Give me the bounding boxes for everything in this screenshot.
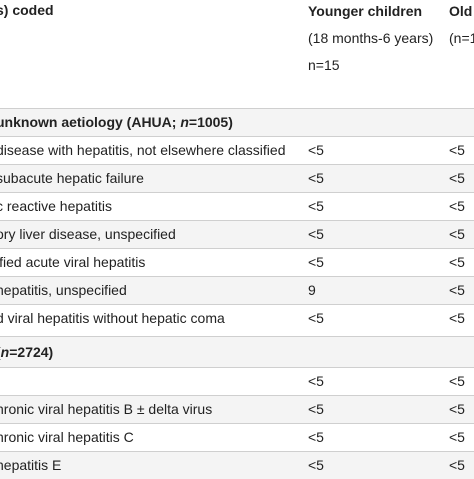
row-value-younger: <5 xyxy=(308,457,324,473)
section-row-second: (n=2724) xyxy=(0,337,474,367)
row-divider xyxy=(0,304,474,305)
row-value-older: <5 xyxy=(449,170,465,186)
row-label: hronic viral hepatitis B ± delta virus xyxy=(0,401,213,417)
row-divider xyxy=(0,164,474,165)
row-value-younger: <5 xyxy=(308,142,324,158)
row-divider xyxy=(0,276,474,277)
row-value-younger: <5 xyxy=(308,401,324,417)
row-value-younger: <5 xyxy=(308,254,324,270)
table-row: hronic viral hepatitis C <5 <5 xyxy=(0,424,474,451)
table-row: hepatitis E <5 <5 xyxy=(0,452,474,479)
row-value-older: <5 xyxy=(449,429,465,445)
row-divider xyxy=(0,220,474,221)
table-row: disease with hepatitis, not elsewhere cl… xyxy=(0,137,474,164)
row-value-younger: <5 xyxy=(308,373,324,389)
row-value-older: <5 xyxy=(449,226,465,242)
row-value-younger: <5 xyxy=(308,310,324,326)
row-divider xyxy=(0,192,474,193)
table-row: hronic viral hepatitis B ± delta virus <… xyxy=(0,396,474,423)
row-value-older: <5 xyxy=(449,254,465,270)
row-value-older: <5 xyxy=(449,282,465,298)
header-younger-children-age: (18 months-6 years) xyxy=(308,30,434,46)
header-older-children-column: Old (n=1 xyxy=(449,2,474,56)
row-divider xyxy=(0,423,474,424)
row-label: d viral hepatitis without hepatic coma xyxy=(0,310,225,326)
row-value-younger: 9 xyxy=(308,282,316,298)
section-label-second: (n=2724) xyxy=(0,344,54,360)
row-label: ified acute viral hepatitis xyxy=(0,254,146,270)
header-younger-children-n: n=15 xyxy=(308,57,340,73)
header-older-children-age: (n=1 xyxy=(449,30,474,46)
row-label: hepatitis, unspecified xyxy=(0,282,127,298)
table-row: ory liver disease, unspecified <5 <5 xyxy=(0,221,474,248)
row-value-older: <5 xyxy=(449,373,465,389)
header-younger-children-column: Younger children (18 months-6 years) n=1… xyxy=(308,2,433,83)
header-younger-children-title: Younger children xyxy=(308,3,423,19)
row-divider xyxy=(0,136,474,137)
table-row: ified acute viral hepatitis <5 <5 xyxy=(0,249,474,276)
row-divider xyxy=(0,248,474,249)
row-value-older: <5 xyxy=(449,457,465,473)
row-label: c reactive hepatitis xyxy=(0,198,112,214)
row-value-younger: <5 xyxy=(308,429,324,445)
table-header: s) coded Younger children (18 months-6 y… xyxy=(0,0,474,108)
row-value-older: <5 xyxy=(449,310,465,326)
row-value-older: <5 xyxy=(449,142,465,158)
row-value-younger: <5 xyxy=(308,198,324,214)
row-divider xyxy=(0,367,474,368)
row-value-younger: <5 xyxy=(308,226,324,242)
row-label: disease with hepatitis, not elsewhere cl… xyxy=(0,142,286,158)
row-label: hronic viral hepatitis C xyxy=(0,429,134,445)
row-label: subacute hepatic failure xyxy=(0,170,144,186)
table-row: hepatitis, unspecified 9 <5 xyxy=(0,277,474,304)
row-label: hepatitis E xyxy=(0,457,62,473)
row-value-older: <5 xyxy=(449,401,465,417)
section-row-ahua: unknown aetiology (AHUA; n=1005) xyxy=(0,109,474,136)
table-row: \ <5 <5 xyxy=(0,368,474,395)
table-row: subacute hepatic failure <5 <5 xyxy=(0,165,474,192)
row-label: ory liver disease, unspecified xyxy=(0,226,176,242)
row-divider xyxy=(0,336,474,337)
table-row: d viral hepatitis without hepatic coma <… xyxy=(0,305,474,332)
table-row: c reactive hepatitis <5 <5 xyxy=(0,193,474,220)
row-value-younger: <5 xyxy=(308,170,324,186)
section-label-ahua: unknown aetiology (AHUA; n=1005) xyxy=(0,114,233,130)
header-codes-column: s) coded xyxy=(0,2,54,18)
header-divider xyxy=(0,108,474,109)
row-divider xyxy=(0,395,474,396)
row-value-older: <5 xyxy=(449,198,465,214)
row-divider xyxy=(0,451,474,452)
header-older-children-title: Old xyxy=(449,3,473,19)
